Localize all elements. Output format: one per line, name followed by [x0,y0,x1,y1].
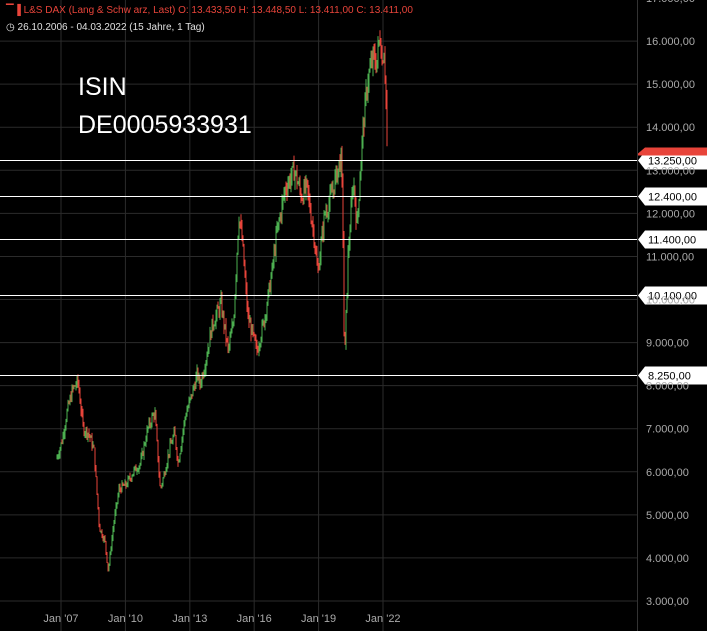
y-tick-label: 16.000,00 [646,36,695,48]
y-tick-label: 5.000,00 [646,510,689,522]
level-price-tag[interactable] [638,187,707,206]
y-tick-label: 15.000,00 [646,79,695,91]
isin-code: DE0005933931 [78,111,252,139]
y-tick-label: 9.000,00 [646,338,689,350]
instrument-header: ▔▐ L&S DAX (Lang & Schw arz, Last) O: 13… [6,5,413,16]
y-tick-label: 13.000,00 [646,165,695,177]
period-label: (15 Jahre, 1 Tag) [129,22,205,33]
x-axis: Jan '07 Jan '10 Jan '13 Jan '16 Jan '19 Jan '… [43,613,400,625]
level-price-tag[interactable] [638,366,707,385]
y-axis: 3.000,00 4.000,00 5.000,00 6.000,00 7.000,00… [646,0,695,608]
y-tick-label: 14.000,00 [646,122,695,134]
instrument-name[interactable]: L&S DAX (Lang & Schw arz, Last) [23,5,176,16]
level-lines[interactable]: 13.250,00 12.400,00 11.400,00 10.100,00 8.25… [0,147,707,385]
y-tick-label: 3.000,00 [646,596,689,608]
level-price-tag[interactable] [638,230,707,249]
date-range[interactable]: 26.10.2006 - 04.03.2022 [17,22,127,33]
level-price-tag[interactable] [638,286,707,305]
x-tick-label: Jan '19 [301,613,336,625]
candles [56,30,388,572]
level-price-label: 13.250,00 [648,156,697,168]
range-header: ◷ 26.10.2006 - 04.03.2022 (15 Jahre, 1 T… [6,22,205,33]
isin-label: ISIN [78,73,127,101]
level-price-label: 10.100,00 [648,291,697,303]
x-tick-label: Jan '10 [108,613,143,625]
y-tick-label: 4.000,00 [646,553,689,565]
y-tick-label: 7.000,00 [646,424,689,436]
x-tick-label: Jan '22 [365,613,400,625]
last-price-tag [638,147,707,156]
x-tick-label: Jan '07 [43,613,78,625]
level-price-label: 11.400,00 [648,235,696,247]
level-price-label: 8.250,00 [648,371,691,383]
candle-icon[interactable]: ▔▐ [6,5,21,16]
clock-icon[interactable]: ◷ [6,22,15,33]
grid-lines [0,0,638,631]
level-price-tag[interactable] [638,151,707,170]
y-tick-label: 12.000,00 [646,208,695,220]
y-tick-label: 17.000,00 [646,0,695,5]
y-tick-label: 8.000,00 [646,381,689,393]
ohlc-values: O: 13.433,50 H: 13.448,50 L: 13.411,00 C… [178,5,413,16]
level-price-label: 12.400,00 [648,192,697,204]
y-tick-label: 10.000,00 [646,295,695,307]
y-tick-label: 6.000,00 [646,467,689,479]
x-tick-label: Jan '13 [172,613,207,625]
y-tick-label: 11.000,00 [646,251,694,263]
x-tick-label: Jan '16 [237,613,272,625]
